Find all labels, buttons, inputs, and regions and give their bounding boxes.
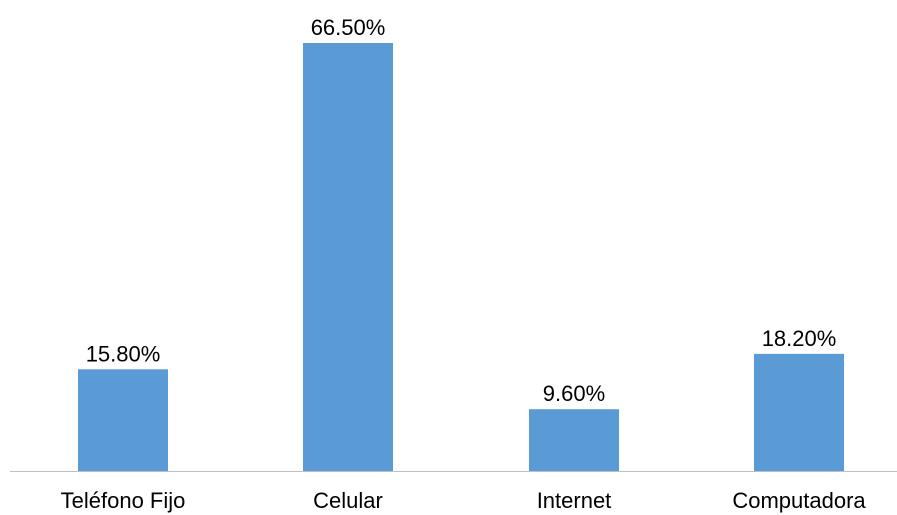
- data-label-celular: 66.50%: [311, 15, 386, 40]
- data-label-telefono-fijo: 15.80%: [86, 341, 161, 366]
- bar-telefono-fijo: [78, 369, 168, 471]
- x-tick-label-telefono-fijo: Teléfono Fijo: [61, 488, 186, 513]
- x-tick-labels-group: Teléfono Fijo Celular Internet Computadora: [61, 488, 867, 513]
- x-tick-label-computadora: Computadora: [732, 488, 866, 513]
- data-label-internet: 9.60%: [543, 381, 605, 406]
- bar-computadora: [754, 353, 844, 471]
- data-labels-group: 15.80% 66.50% 9.60% 18.20%: [86, 15, 837, 406]
- bars-group: [78, 43, 844, 471]
- x-tick-label-celular: Celular: [313, 488, 383, 513]
- bar-celular: [303, 43, 393, 471]
- x-tick-label-internet: Internet: [537, 488, 612, 513]
- data-label-computadora: 18.20%: [762, 326, 837, 351]
- bar-internet: [529, 409, 619, 471]
